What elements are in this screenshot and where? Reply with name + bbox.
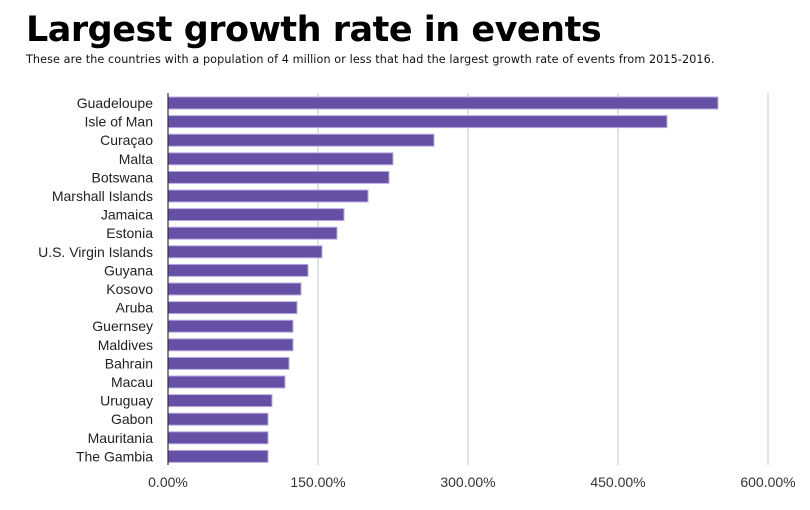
x-tick-label: 300.00% (440, 474, 495, 490)
bar (167, 263, 309, 277)
grid-lines (317, 93, 769, 465)
category-label: Botswana (92, 169, 154, 185)
category-label: U.S. Virgin Islands (38, 244, 153, 260)
category-label: Isle of Man (85, 114, 153, 130)
category-labels: Guadeloupe Isle of Man Curaçao Malta Botswan… (38, 95, 153, 464)
bar (167, 319, 294, 333)
category-label: Guadeloupe (77, 95, 154, 111)
bar (167, 245, 323, 259)
category-label: Uruguay (100, 393, 153, 409)
bar (167, 356, 290, 370)
bar (167, 375, 286, 389)
category-label: Malta (119, 151, 153, 167)
x-tick-label: 600.00% (740, 474, 795, 490)
category-label: Gabon (111, 411, 153, 427)
x-tick-label: 0.00% (148, 474, 188, 490)
bar (167, 226, 338, 240)
category-label: Curaçao (100, 132, 153, 148)
category-label: Guernsey (92, 318, 153, 334)
bars (167, 96, 719, 463)
bar (167, 208, 345, 222)
chart-title: Largest growth rate in events (26, 10, 602, 50)
category-label: Kosovo (106, 281, 153, 297)
category-label: The Gambia (76, 448, 153, 464)
x-tick-label: 450.00% (590, 474, 645, 490)
bar (167, 394, 273, 408)
bar (167, 152, 394, 166)
bar (167, 115, 668, 129)
bar (167, 133, 435, 147)
category-label: Guyana (104, 262, 153, 278)
category-label: Maldives (98, 337, 153, 353)
x-tick-label: 150.00% (290, 474, 345, 490)
category-label: Bahrain (105, 355, 153, 371)
category-label: Mauritania (88, 430, 154, 446)
bar (167, 412, 269, 426)
category-label: Macau (111, 374, 153, 390)
category-label: Aruba (116, 300, 154, 316)
bar (167, 301, 298, 315)
bar (167, 282, 302, 296)
bar (167, 96, 719, 110)
category-label: Jamaica (101, 207, 153, 223)
bar (167, 449, 269, 463)
bar (167, 189, 369, 203)
x-tick-labels: 0.00% 150.00% 300.00% 450.00% 600.00% (148, 474, 795, 490)
bar (167, 431, 269, 445)
chart-subtitle: These are the countries with a populatio… (26, 53, 715, 66)
category-label: Marshall Islands (52, 188, 153, 204)
category-label: Estonia (106, 225, 153, 241)
bar (167, 338, 294, 352)
bar (167, 170, 390, 184)
